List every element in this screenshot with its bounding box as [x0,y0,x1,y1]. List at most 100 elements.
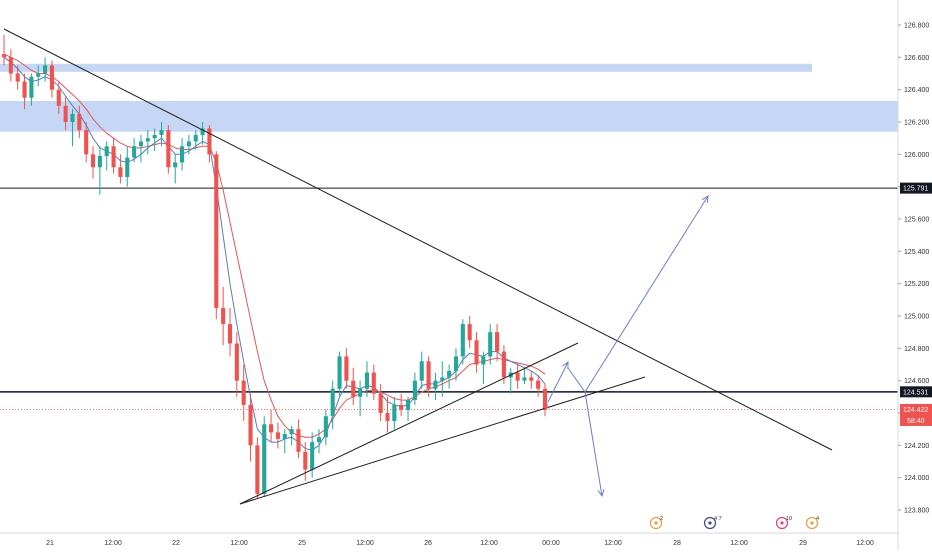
candle[interactable] [200,122,205,145]
candle[interactable] [29,73,34,106]
candle[interactable] [358,380,363,417]
candle[interactable] [399,393,404,417]
candle[interactable] [49,60,54,98]
candle[interactable] [118,154,123,184]
candle[interactable] [77,105,82,139]
candle[interactable] [132,138,137,163]
projection-arrow-up[interactable] [567,195,709,393]
candle[interactable] [90,146,96,179]
candle[interactable] [488,324,493,365]
candle[interactable] [22,73,27,110]
candle[interactable] [385,396,390,433]
level-badge-high[interactable]: 125.791 [900,182,932,194]
candle[interactable] [495,324,500,362]
candle[interactable] [522,367,527,384]
candle[interactable] [344,348,349,389]
candle[interactable] [97,146,102,195]
candle[interactable] [529,370,534,389]
candle[interactable] [275,422,280,449]
candle[interactable] [145,130,150,155]
candlestick-series[interactable] [1,34,548,499]
candle[interactable] [173,154,178,184]
candle[interactable] [193,130,198,150]
candle[interactable] [296,419,301,459]
candle[interactable] [159,122,164,147]
candle[interactable] [536,375,541,397]
candle[interactable] [316,429,322,454]
candle[interactable] [43,57,48,82]
candle[interactable] [405,396,411,422]
projection-arrow-down[interactable] [584,391,605,498]
candle-body [15,73,20,82]
candle[interactable] [433,372,438,401]
candle[interactable] [84,122,89,163]
candle[interactable] [269,409,274,443]
drawing-tools[interactable] [3,28,833,505]
candle[interactable] [419,351,424,389]
candle[interactable] [515,364,520,389]
event-marker-29b[interactable]: 4 [805,516,820,530]
candle[interactable] [426,356,431,397]
event-marker-28[interactable]: 2 [649,516,664,530]
candle[interactable] [323,409,328,446]
candle[interactable] [508,367,513,394]
candle[interactable] [125,146,130,187]
candle[interactable] [36,65,41,87]
candle[interactable] [447,364,452,389]
candle[interactable] [501,345,506,384]
candle[interactable] [303,442,308,481]
candle[interactable] [70,109,75,147]
candle[interactable] [467,316,472,349]
candle[interactable] [460,319,465,365]
candle[interactable] [8,49,13,82]
candle[interactable] [63,96,68,131]
candle[interactable] [166,125,171,174]
candle[interactable] [364,361,370,397]
candle[interactable] [207,125,212,163]
event-marker-28b[interactable]: 4 7 [703,516,722,530]
ascending-trendline-upper[interactable] [239,342,579,505]
level-badge-low[interactable]: 124.531 [900,386,932,398]
candle[interactable] [56,81,61,114]
descending-trendline[interactable] [3,28,833,451]
candle[interactable] [111,138,116,174]
candle[interactable] [255,437,260,499]
candle[interactable] [481,351,486,384]
candle[interactable] [234,332,239,397]
candle[interactable] [542,383,548,417]
candle[interactable] [371,364,376,401]
candle[interactable] [104,141,109,171]
candle[interactable] [186,134,191,155]
candle[interactable] [474,332,479,373]
candle[interactable] [138,134,144,163]
event-markers[interactable]: 2 4 7 10 4 [649,516,820,530]
ascending-trendline-lower[interactable] [239,376,646,505]
candle[interactable] [289,425,294,446]
candle[interactable] [310,432,315,478]
candle[interactable] [392,396,397,430]
candle[interactable] [221,286,226,346]
projection-arrow-small[interactable] [547,360,569,403]
candle[interactable] [330,380,335,430]
candle[interactable] [15,65,20,90]
candle[interactable] [179,138,185,171]
candle[interactable] [214,151,219,320]
candle[interactable] [412,372,417,405]
candle[interactable] [248,393,253,462]
candle[interactable] [227,307,233,357]
candle[interactable] [351,367,356,405]
candle[interactable] [378,383,383,422]
candle[interactable] [453,348,459,381]
candle[interactable] [1,34,7,66]
candle[interactable] [152,128,157,152]
candle[interactable] [262,416,267,498]
current-price-badge[interactable]: 124.422 58:40 [900,403,932,426]
candle[interactable] [241,364,246,422]
candle[interactable] [337,351,342,397]
event-marker-29a[interactable]: 10 [775,516,793,530]
candle[interactable] [282,429,287,454]
candle[interactable] [440,361,445,397]
